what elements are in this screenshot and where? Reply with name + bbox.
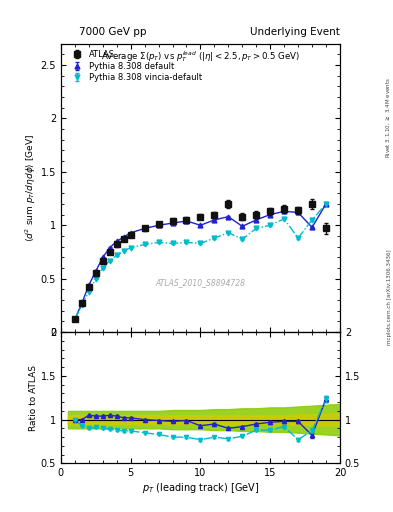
Y-axis label: $\langle d^2$ sum $p_T/d\eta d\phi\rangle$ [GeV]: $\langle d^2$ sum $p_T/d\eta d\phi\rangl…: [23, 134, 38, 242]
X-axis label: $p_T$ (leading track) [GeV]: $p_T$ (leading track) [GeV]: [142, 481, 259, 495]
Text: Rivet 3.1.10, $\geq$ 3.4M events: Rivet 3.1.10, $\geq$ 3.4M events: [385, 77, 392, 158]
Y-axis label: Ratio to ATLAS: Ratio to ATLAS: [29, 365, 38, 431]
Text: Average $\Sigma(p_T)$ vs $p_T^{lead}$ ($|\eta| < 2.5, p_T > 0.5$ GeV): Average $\Sigma(p_T)$ vs $p_T^{lead}$ ($…: [101, 49, 300, 64]
Text: mcplots.cern.ch [arXiv:1306.3436]: mcplots.cern.ch [arXiv:1306.3436]: [387, 249, 392, 345]
Text: Underlying Event: Underlying Event: [250, 27, 340, 37]
Text: ATLAS_2010_S8894728: ATLAS_2010_S8894728: [155, 279, 246, 288]
Legend: ATLAS, Pythia 8.308 default, Pythia 8.308 vincia-default: ATLAS, Pythia 8.308 default, Pythia 8.30…: [65, 48, 205, 84]
Text: 7000 GeV pp: 7000 GeV pp: [79, 27, 146, 37]
